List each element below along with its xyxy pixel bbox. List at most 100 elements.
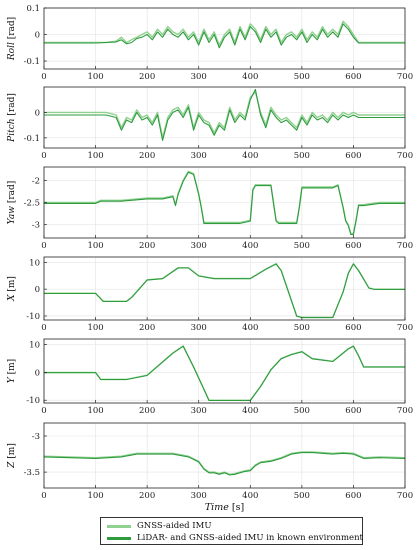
y-axis-variable: Y	[7, 376, 17, 383]
y-axis-label: Pitch [rad]	[7, 93, 17, 143]
x-tick-label: 500	[294, 151, 310, 161]
x-tick-label: 0	[41, 491, 46, 501]
axes-frame	[43, 256, 406, 321]
x-axis-variable: Time	[205, 502, 229, 513]
y-axis-label: Y [m]	[7, 359, 17, 383]
x-tick-label: 100	[87, 323, 103, 333]
plot-area	[44, 87, 405, 148]
legend-item-lidar: LiDAR- and GNSS-aided IMU in known envir…	[107, 532, 363, 544]
y-axis-variable: X	[7, 294, 17, 302]
x-tick-label: 400	[242, 491, 258, 501]
y-tick-label: 0	[35, 368, 40, 378]
y-axis-label: Z [m]	[7, 443, 17, 469]
x-tick-label: 600	[345, 72, 361, 82]
y-axis-unit: [m]	[7, 276, 17, 294]
series-line-gnss	[44, 91, 405, 139]
x-tick-label: 500	[294, 491, 310, 501]
x-tick-label: 400	[242, 323, 258, 333]
series-line-lidar	[44, 23, 405, 49]
legend-swatch-lidar	[107, 536, 131, 540]
y-axis-label: Yaw [rad]	[7, 181, 17, 225]
x-tick-label: 600	[345, 241, 361, 251]
y-tick-label: 10	[29, 341, 40, 351]
x-tick-label: 100	[87, 491, 103, 501]
x-tick-label: 300	[191, 323, 207, 333]
y-tick-label: 0	[35, 108, 40, 118]
y-axis-variable: Roll	[7, 42, 17, 61]
y-tick-label: -2	[32, 176, 40, 186]
series-line-lidar	[44, 263, 405, 319]
x-tick-label: 500	[294, 323, 310, 333]
y-axis-unit: [m]	[7, 359, 17, 377]
plot-area	[44, 423, 405, 488]
x-tick-label: 500	[294, 406, 310, 416]
x-tick-label: 500	[294, 72, 310, 82]
x-tick-label: 700	[397, 323, 413, 333]
series-line-gnss	[43, 451, 406, 475]
x-tick-label: 700	[397, 72, 413, 82]
series-line-lidar	[44, 171, 405, 236]
axes-frame	[43, 422, 406, 489]
y-tick-label: -3.5	[24, 468, 40, 478]
y-axis-unit: [rad]	[7, 17, 17, 42]
axes-frame	[43, 7, 406, 70]
subplot-z: 0 100 200 300 400 500 600 700 -3.5 -3 Z [m] Time [s…	[7, 422, 413, 513]
x-tick-label: 500	[294, 241, 310, 251]
y-axis-unit: [m]	[7, 443, 17, 461]
legend-swatch-gnss	[107, 524, 131, 528]
x-tick-label: 200	[139, 241, 155, 251]
x-tick-label: 400	[242, 151, 258, 161]
y-tick-label: -0.1	[24, 134, 40, 144]
legend-label-gnss: GNSS-aided IMU	[137, 521, 212, 531]
x-tick-label: 0	[41, 151, 46, 161]
x-tick-label: 100	[87, 241, 103, 251]
y-tick-label: 0	[35, 31, 40, 41]
x-tick-label: 200	[139, 151, 155, 161]
y-axis-variable: Pitch	[7, 118, 17, 142]
y-axis-unit: [rad]	[7, 93, 17, 118]
x-tick-label: 700	[397, 241, 413, 251]
x-tick-label: 300	[191, 491, 207, 501]
plot-area	[44, 257, 405, 320]
y-axis-variable: Z	[7, 461, 17, 469]
series-line-lidar	[44, 345, 405, 402]
x-tick-label: 100	[87, 72, 103, 82]
x-tick-label: 700	[397, 151, 413, 161]
x-tick-label: 700	[397, 491, 413, 501]
y-tick-label: -3	[32, 432, 40, 442]
y-tick-label: 0.1	[26, 4, 40, 14]
x-axis-label: Time [s]	[205, 502, 244, 513]
x-tick-label: 0	[41, 323, 46, 333]
x-tick-label: 600	[345, 491, 361, 501]
y-tick-label: 0	[35, 285, 40, 295]
x-tick-label: 300	[191, 151, 207, 161]
x-tick-label: 200	[139, 323, 155, 333]
y-tick-label: -3	[32, 221, 40, 231]
subplot-yaw: 0 100 200 300 400 500 600 700 -3 -2.5 -2 Yaw [rad]	[7, 166, 413, 251]
axes-frame	[43, 86, 406, 149]
legend-item-gnss: GNSS-aided IMU	[107, 520, 212, 532]
x-tick-label: 400	[242, 72, 258, 82]
y-tick-label: 10	[29, 258, 40, 268]
x-tick-label: 300	[191, 72, 207, 82]
x-tick-label: 100	[87, 151, 103, 161]
x-tick-label: 0	[41, 406, 46, 416]
x-tick-label: 400	[242, 241, 258, 251]
x-tick-label: 700	[397, 406, 413, 416]
x-tick-label: 0	[41, 241, 46, 251]
x-tick-label: 100	[87, 406, 103, 416]
x-tick-label: 600	[345, 323, 361, 333]
legend: GNSS-aided IMU LiDAR- and GNSS-aided IMU…	[100, 517, 363, 545]
legend-label-lidar: LiDAR- and GNSS-aided IMU in known envir…	[137, 533, 363, 543]
x-tick-label: 200	[139, 491, 155, 501]
x-tick-label: 300	[191, 241, 207, 251]
y-axis-label: X [m]	[7, 276, 17, 302]
y-tick-label: -10	[26, 396, 40, 406]
x-axis-unit: [s]	[229, 502, 244, 513]
x-tick-label: 400	[242, 406, 258, 416]
plot-area	[44, 8, 405, 69]
